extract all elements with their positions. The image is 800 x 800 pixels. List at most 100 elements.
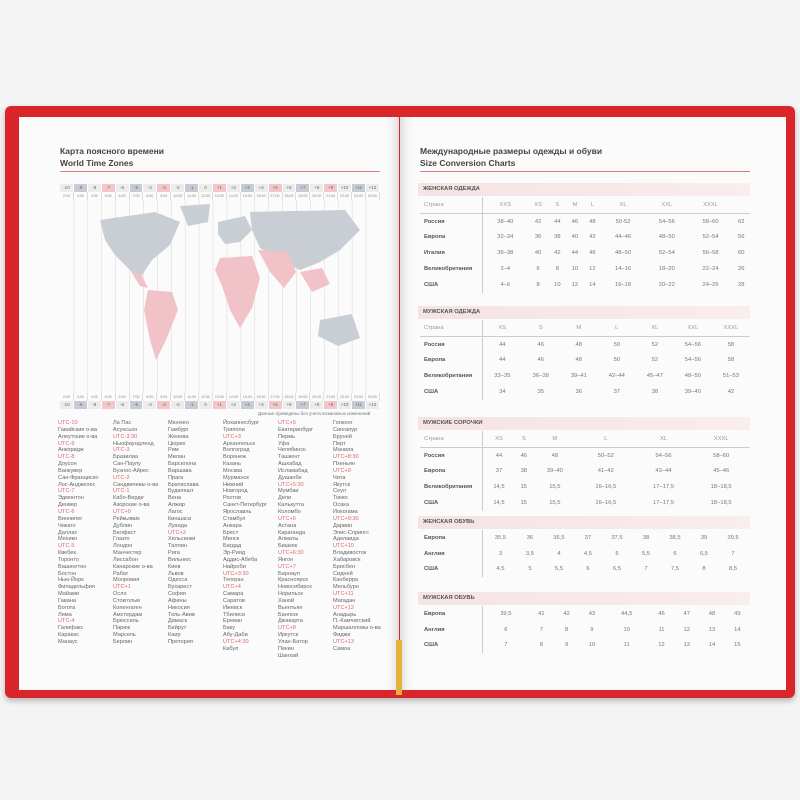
section-title: МУЖСКИЕ СОРОЧКИ — [418, 417, 750, 430]
size-value: 44–46 — [614, 234, 632, 241]
city-name: Баку — [223, 625, 236, 632]
city-name: Мехико — [58, 536, 78, 543]
size-value: 52–54 — [702, 234, 719, 241]
city-name: Астана — [278, 522, 297, 529]
city-name: Исламабад — [278, 467, 308, 474]
city-name: Брюссель — [113, 618, 139, 625]
size-value: 26 — [738, 266, 745, 273]
city-name: Хельсинки — [168, 536, 196, 543]
city-name: Чита — [333, 474, 346, 481]
city-name: Багдад — [223, 543, 242, 550]
city-name: Ярославль — [223, 508, 252, 515]
zone-offset-cell: +11 — [352, 401, 366, 409]
table-header-row: Страна XXS XS S M L XL XXL XXXL — [420, 197, 750, 214]
table-row: Европа 37 38 39–40 41–42 43–44 45–46 — [420, 463, 750, 480]
bookmark-ribbon — [396, 640, 402, 695]
city-name: Элис-Спрингс — [333, 529, 369, 536]
city-name: Лондон — [113, 543, 133, 550]
europe — [218, 216, 252, 244]
title-rule — [60, 171, 380, 172]
city-name: Гавана — [58, 597, 77, 604]
city-column: Ла Пас Асунсьон UTC-3:30 Ньюфаундленд UTC-3 Б… — [113, 420, 168, 660]
city-name: Иркутск — [278, 632, 299, 639]
size-value: 14–16 — [614, 266, 632, 273]
size-value: 7 — [539, 626, 543, 633]
size-value: 18–18,5 — [710, 500, 732, 507]
city-name: Новгород — [223, 488, 248, 495]
zone-offset-cell: 0 — [199, 401, 213, 409]
zone-time-cell: 4:00 — [88, 192, 102, 200]
city-name: Рим — [168, 447, 179, 454]
size-value: 39,5 — [500, 610, 512, 617]
size-value: 62 — [738, 218, 745, 225]
zone-offset-cell: +3 — [240, 401, 255, 409]
city-name: Дарвин — [333, 522, 353, 529]
zone-offset-cell: +3 — [240, 184, 255, 192]
size-value: 45–46 — [713, 468, 730, 475]
utc-offset-heading: UTC+1 — [113, 584, 131, 591]
zone-time-cell: 3:00 — [74, 393, 88, 401]
size-value: 40 — [534, 250, 542, 257]
city-name: Прага — [168, 474, 184, 481]
column-header: M — [566, 197, 584, 214]
australia — [318, 314, 360, 346]
zone-offset-cell: +4 — [254, 401, 269, 409]
zone-time-cell: 5:00 — [102, 192, 116, 200]
city-column: UTC+5 Екатеринбург Пермь Уфа Челябинск Ташкен… — [278, 420, 333, 660]
column-header: XXL — [644, 197, 689, 214]
utc-offset-heading: UTC-10 — [58, 420, 78, 426]
table-row: Англия 6 7 8 9 10 11 12 13 14 — [420, 621, 750, 638]
city-name: Бейрут — [168, 625, 187, 632]
size-value: 6,5 — [699, 550, 709, 557]
size-value: 36 — [575, 389, 582, 396]
utc-offset-heading: UTC+0 — [113, 508, 131, 515]
city-name: Ростов — [223, 495, 241, 502]
city-name: Осака — [333, 502, 349, 509]
city-name: Никосия — [168, 604, 190, 611]
section-title: МУЖСКАЯ ОБУВЬ — [418, 592, 750, 605]
zone-offset-cell: -1 — [185, 401, 200, 409]
city-name: Нижний — [223, 481, 244, 488]
size-value: 36 — [526, 534, 534, 541]
disclaimer-note: Данные приведены без учета возможных изм… — [258, 411, 371, 416]
zone-offset-cell: 0 — [199, 184, 213, 192]
city-name: Токио — [333, 495, 348, 502]
city-name: Тегеран — [223, 577, 244, 584]
size-value: 35 — [537, 389, 544, 396]
city-name: Асунсьон — [113, 426, 138, 433]
city-name: Сингапур — [333, 426, 358, 433]
size-value: 44,5 — [621, 610, 633, 617]
size-value: 56 — [738, 234, 745, 241]
size-value: 48 — [551, 452, 559, 459]
utc-offset-heading: UTC-3:30 — [113, 433, 138, 440]
city-name: Сандвичевы о-ва — [113, 481, 159, 488]
table-row: Великобритания 2–4 6 8 10 12 14–16 18–20 22–24 26 — [420, 261, 750, 277]
column-header: L — [577, 431, 635, 448]
city-name: Рабат — [113, 570, 129, 577]
zone-offset-cell: +8 — [310, 184, 325, 192]
zone-time-cell: 10:00 — [171, 393, 186, 401]
city-name: Душанбе — [278, 474, 302, 481]
city-name: Барнаул — [278, 570, 300, 577]
size-value: 54–56 — [655, 452, 672, 459]
table-row: США 7 8 9 10 11 12 13 14 15 — [420, 637, 750, 654]
zone-offset-cell: +1 — [212, 401, 227, 409]
greenland — [180, 204, 210, 226]
size-value: 39 — [700, 534, 708, 541]
size-value: 54–56 — [658, 218, 675, 225]
size-value: 43–44 — [655, 468, 672, 475]
zone-time-cell: 6:00 — [116, 393, 130, 401]
utc-offset-heading: UTC+7 — [278, 563, 296, 570]
size-value: 13 — [683, 642, 690, 649]
size-value: 20–22 — [658, 281, 675, 288]
city-name: Манаус — [58, 639, 78, 645]
city-name: Перт — [333, 440, 346, 447]
city-name: Эдмонтон — [58, 495, 84, 502]
size-value: 7 — [731, 550, 735, 557]
city-name: Ханой — [278, 597, 295, 604]
city-name: Чикаго — [58, 522, 76, 529]
size-value: 39–40 — [684, 389, 701, 396]
size-value: 38,5 — [669, 534, 681, 541]
table-row: Великобритания 33–35 36–38 39–41 42–44 45–47 4… — [420, 368, 750, 385]
column-header: XXL — [673, 320, 712, 337]
